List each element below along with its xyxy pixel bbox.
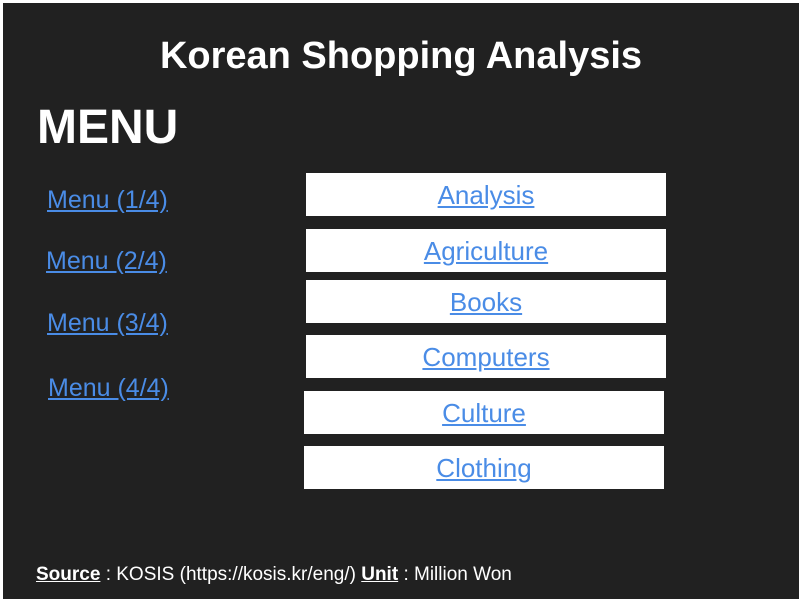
culture-button[interactable]: Culture (304, 391, 664, 434)
books-button[interactable]: Books (306, 280, 666, 323)
source-value: : KOSIS (https://kosis.kr/eng/) (100, 564, 362, 585)
page-title: Korean Shopping Analysis (159, 35, 643, 77)
menu-heading: MENU (37, 101, 179, 154)
agriculture-button-label: Agriculture (423, 235, 549, 266)
source-footer: Source : KOSIS (https://kosis.kr/eng/) U… (36, 563, 512, 587)
culture-button-label: Culture (442, 397, 526, 428)
menu-page-3-link[interactable]: Menu (3/4) (47, 309, 168, 337)
analysis-button[interactable]: Analysis (306, 173, 666, 216)
computers-button[interactable]: Computers (306, 335, 666, 378)
clothing-button-label: Clothing (436, 452, 532, 483)
books-button-label: Books (449, 286, 523, 317)
menu-page-1-link[interactable]: Menu (1/4) (47, 186, 168, 214)
source-label: Source (36, 564, 101, 585)
menu-page-2-link[interactable]: Menu (2/4) (46, 247, 167, 275)
unit-label: Unit (361, 564, 399, 585)
unit-value: : Million Won (398, 564, 512, 585)
analysis-button-label: Analysis (437, 179, 535, 210)
menu-page-4-link[interactable]: Menu (4/4) (48, 374, 169, 402)
agriculture-button[interactable]: Agriculture (306, 229, 666, 272)
clothing-button[interactable]: Clothing (304, 446, 664, 489)
computers-button-label: Computers (422, 341, 550, 372)
